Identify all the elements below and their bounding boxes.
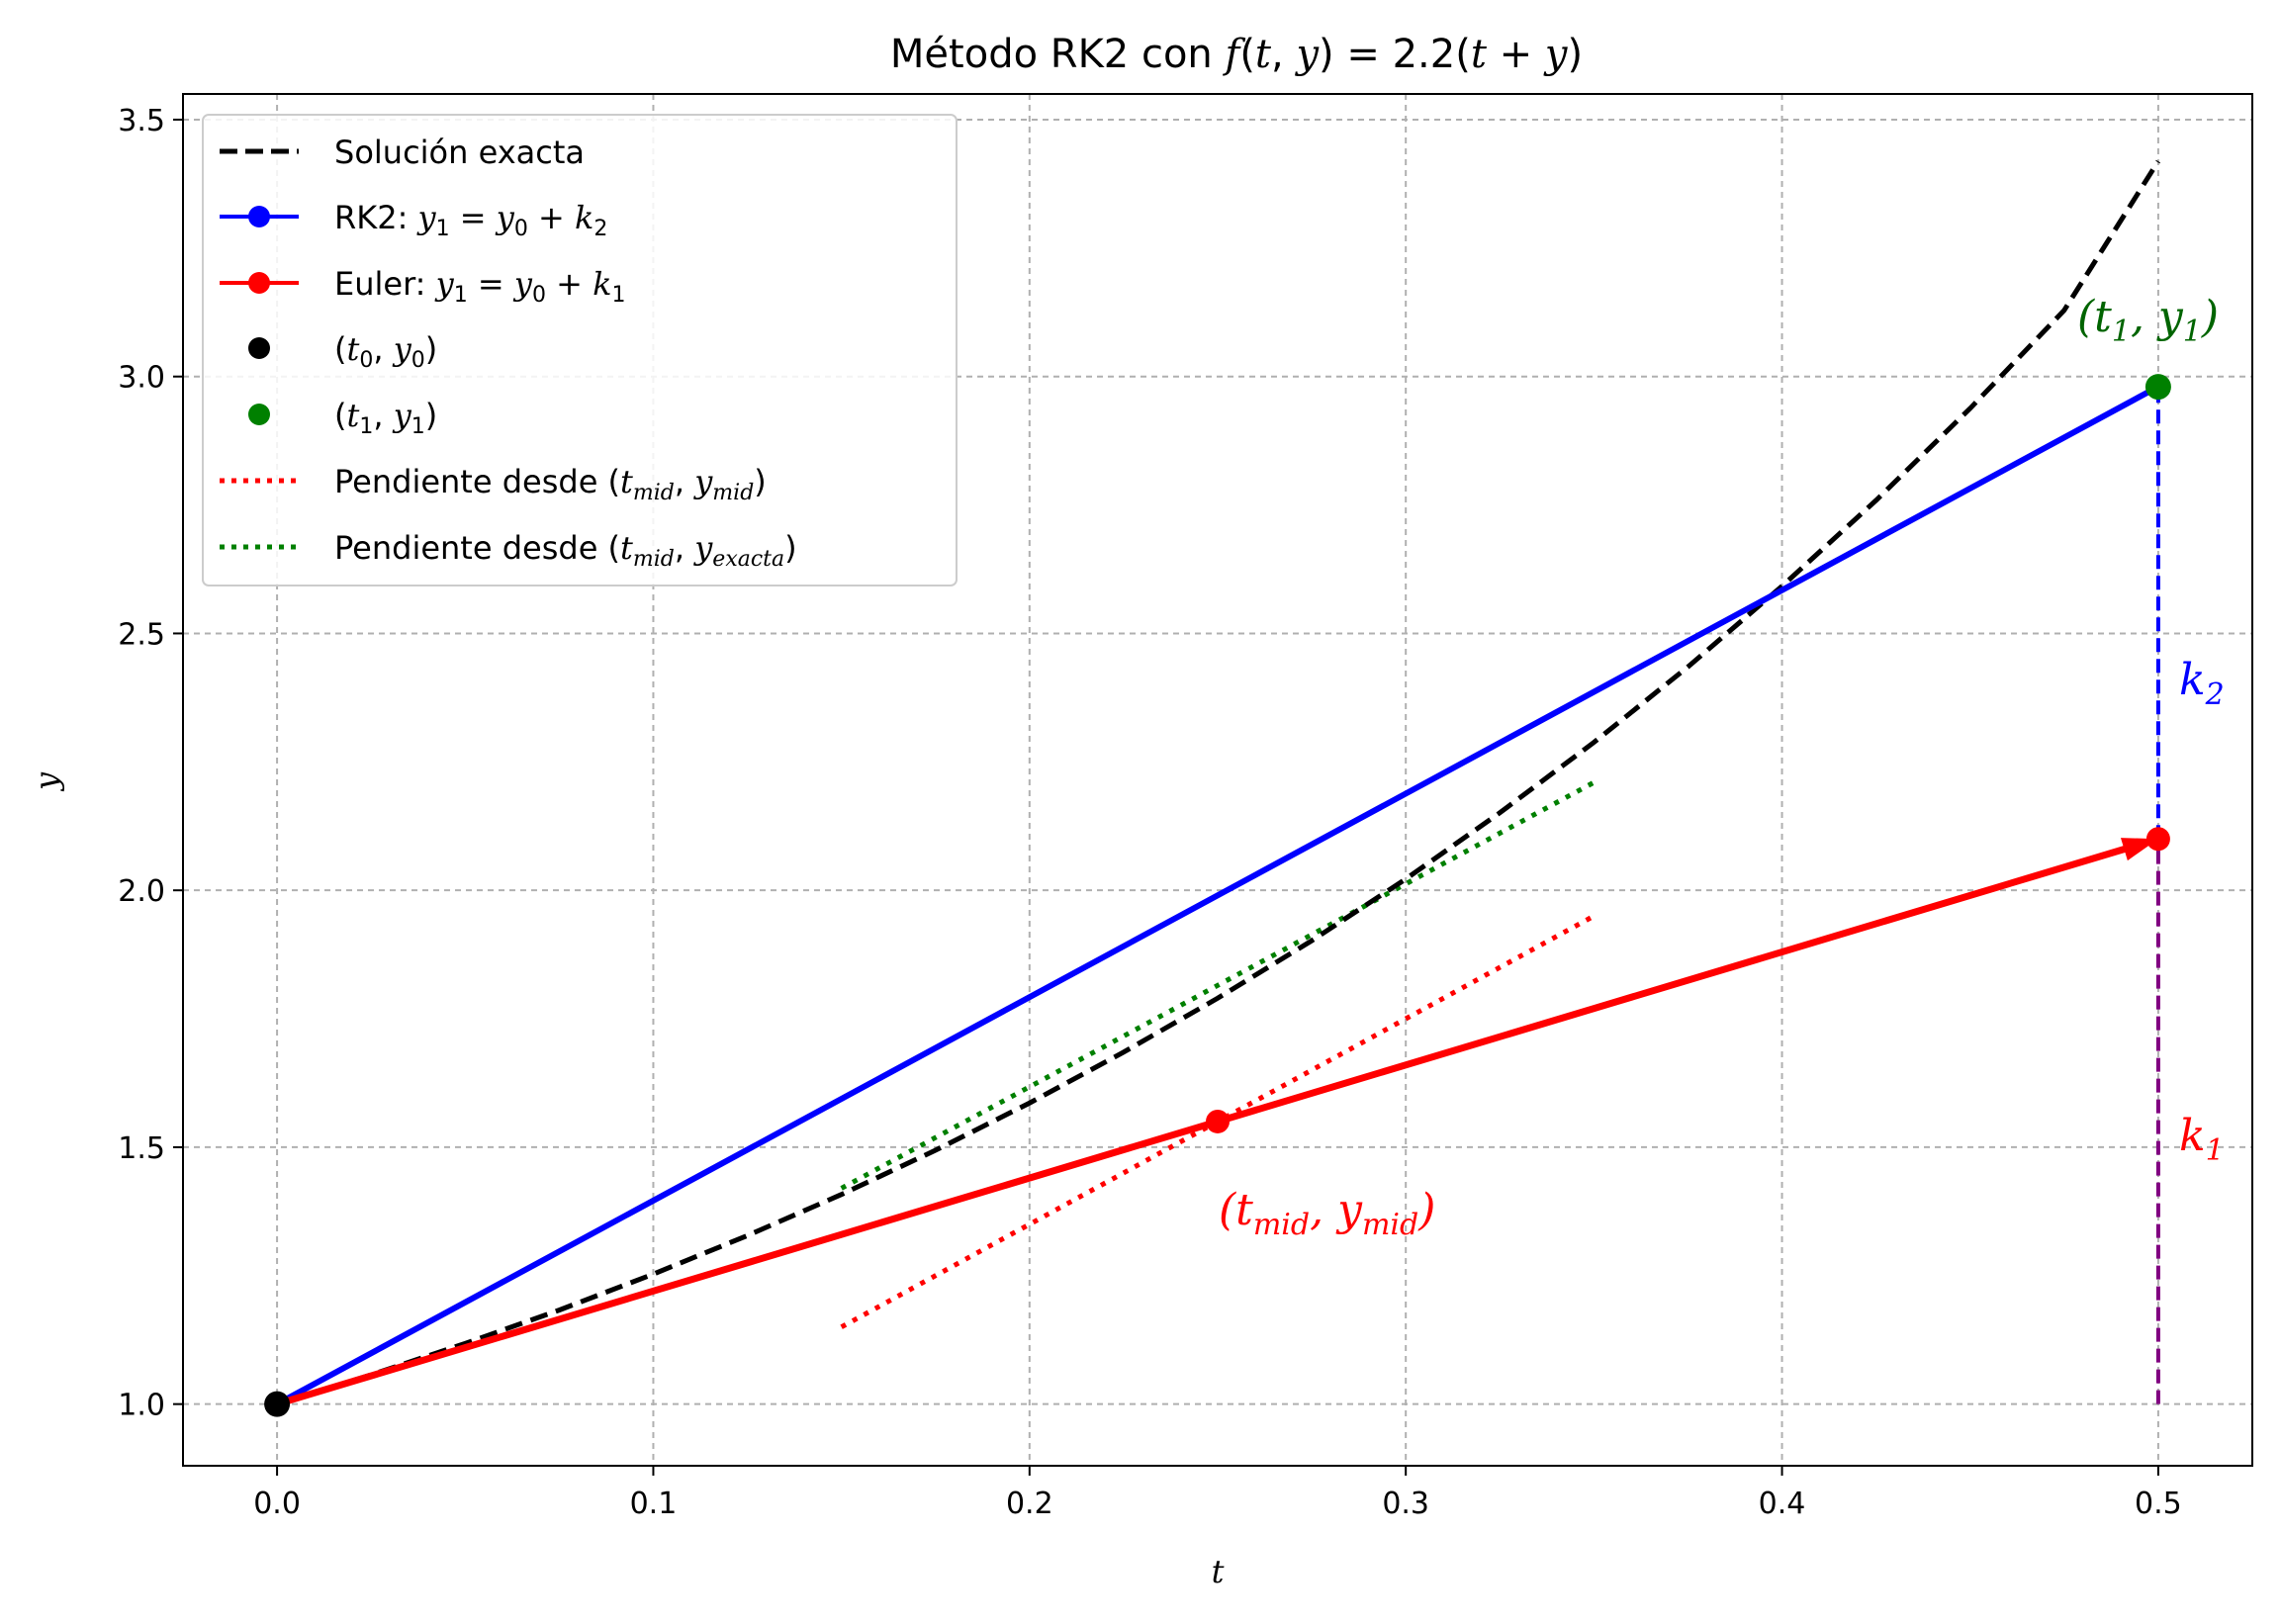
x-tick-label: 0.5 xyxy=(2135,1487,2182,1521)
svg-text:Solución exacta: Solución exacta xyxy=(334,134,585,171)
x-tick-label: 0.2 xyxy=(1006,1487,1053,1521)
y-tick-label: 1.0 xyxy=(118,1389,165,1423)
euler-endpoint-marker xyxy=(2145,827,2170,852)
axes-frame xyxy=(182,93,2253,1467)
grid-lines xyxy=(183,94,2252,1466)
annotation-k2: k2 xyxy=(2179,655,2225,712)
t0-y0-point xyxy=(264,1391,291,1417)
svg-text:RK2: y1 = y0 + k2: RK2: y1 = y0 + k2 xyxy=(334,199,607,241)
x-tick-label: 0.3 xyxy=(1382,1487,1429,1521)
annotation-tmid-ymid: (tmid, ymid) xyxy=(1219,1185,1435,1242)
legend: Solución exacta RK2: y1 = y0 + k2 Euler:… xyxy=(202,114,958,586)
chart-title: Método RK2 con f(t, y) = 2.2(t + y) xyxy=(890,32,1583,77)
axis-ticks: 0.0 0.1 0.2 0.3 0.4 0.5 1.0 1.5 2.0 2.5 3.0 3.5 xyxy=(118,104,2181,1521)
legend-entry-rk2: RK2: y1 = y0 + k2 xyxy=(220,199,607,241)
y-tick-label: 1.5 xyxy=(118,1131,165,1166)
legend-entry-exacta: Solución exacta xyxy=(220,134,585,171)
y-axis-label: y xyxy=(28,771,65,792)
y-tick-label: 3.5 xyxy=(118,104,165,138)
annotation-k1: k1 xyxy=(2179,1111,2225,1168)
plot-area xyxy=(264,159,2171,1417)
x-tick-label: 0.0 xyxy=(253,1487,301,1521)
y-tick-label: 2.0 xyxy=(118,874,165,909)
svg-text:Pendiente desde (tmid, ymid): Pendiente desde (tmid, ymid) xyxy=(334,463,767,505)
x-tick-label: 0.1 xyxy=(630,1487,678,1521)
annotation-t1-y1: (t1, y1) xyxy=(2077,292,2219,349)
exact-solution-line xyxy=(276,159,2161,1407)
legend-box xyxy=(202,114,958,586)
legend-entry-pendiente-mid: Pendiente desde (tmid, ymid) xyxy=(220,463,767,505)
x-tick-label: 0.4 xyxy=(1759,1487,1806,1521)
y-tick-label: 3.0 xyxy=(118,361,165,396)
y-tick-label: 2.5 xyxy=(118,617,165,652)
t1-y1-point xyxy=(2144,374,2171,401)
rk2-arrow-line xyxy=(275,386,2156,1407)
legend-entry-euler: Euler: y1 = y0 + k1 xyxy=(220,265,625,308)
x-axis-label: t xyxy=(1212,1553,1225,1590)
svg-text:Euler: y1 = y0 + k1: Euler: y1 = y0 + k1 xyxy=(334,265,625,308)
slope-line-exacta xyxy=(840,779,1596,1191)
midpoint-marker xyxy=(1206,1109,1230,1133)
